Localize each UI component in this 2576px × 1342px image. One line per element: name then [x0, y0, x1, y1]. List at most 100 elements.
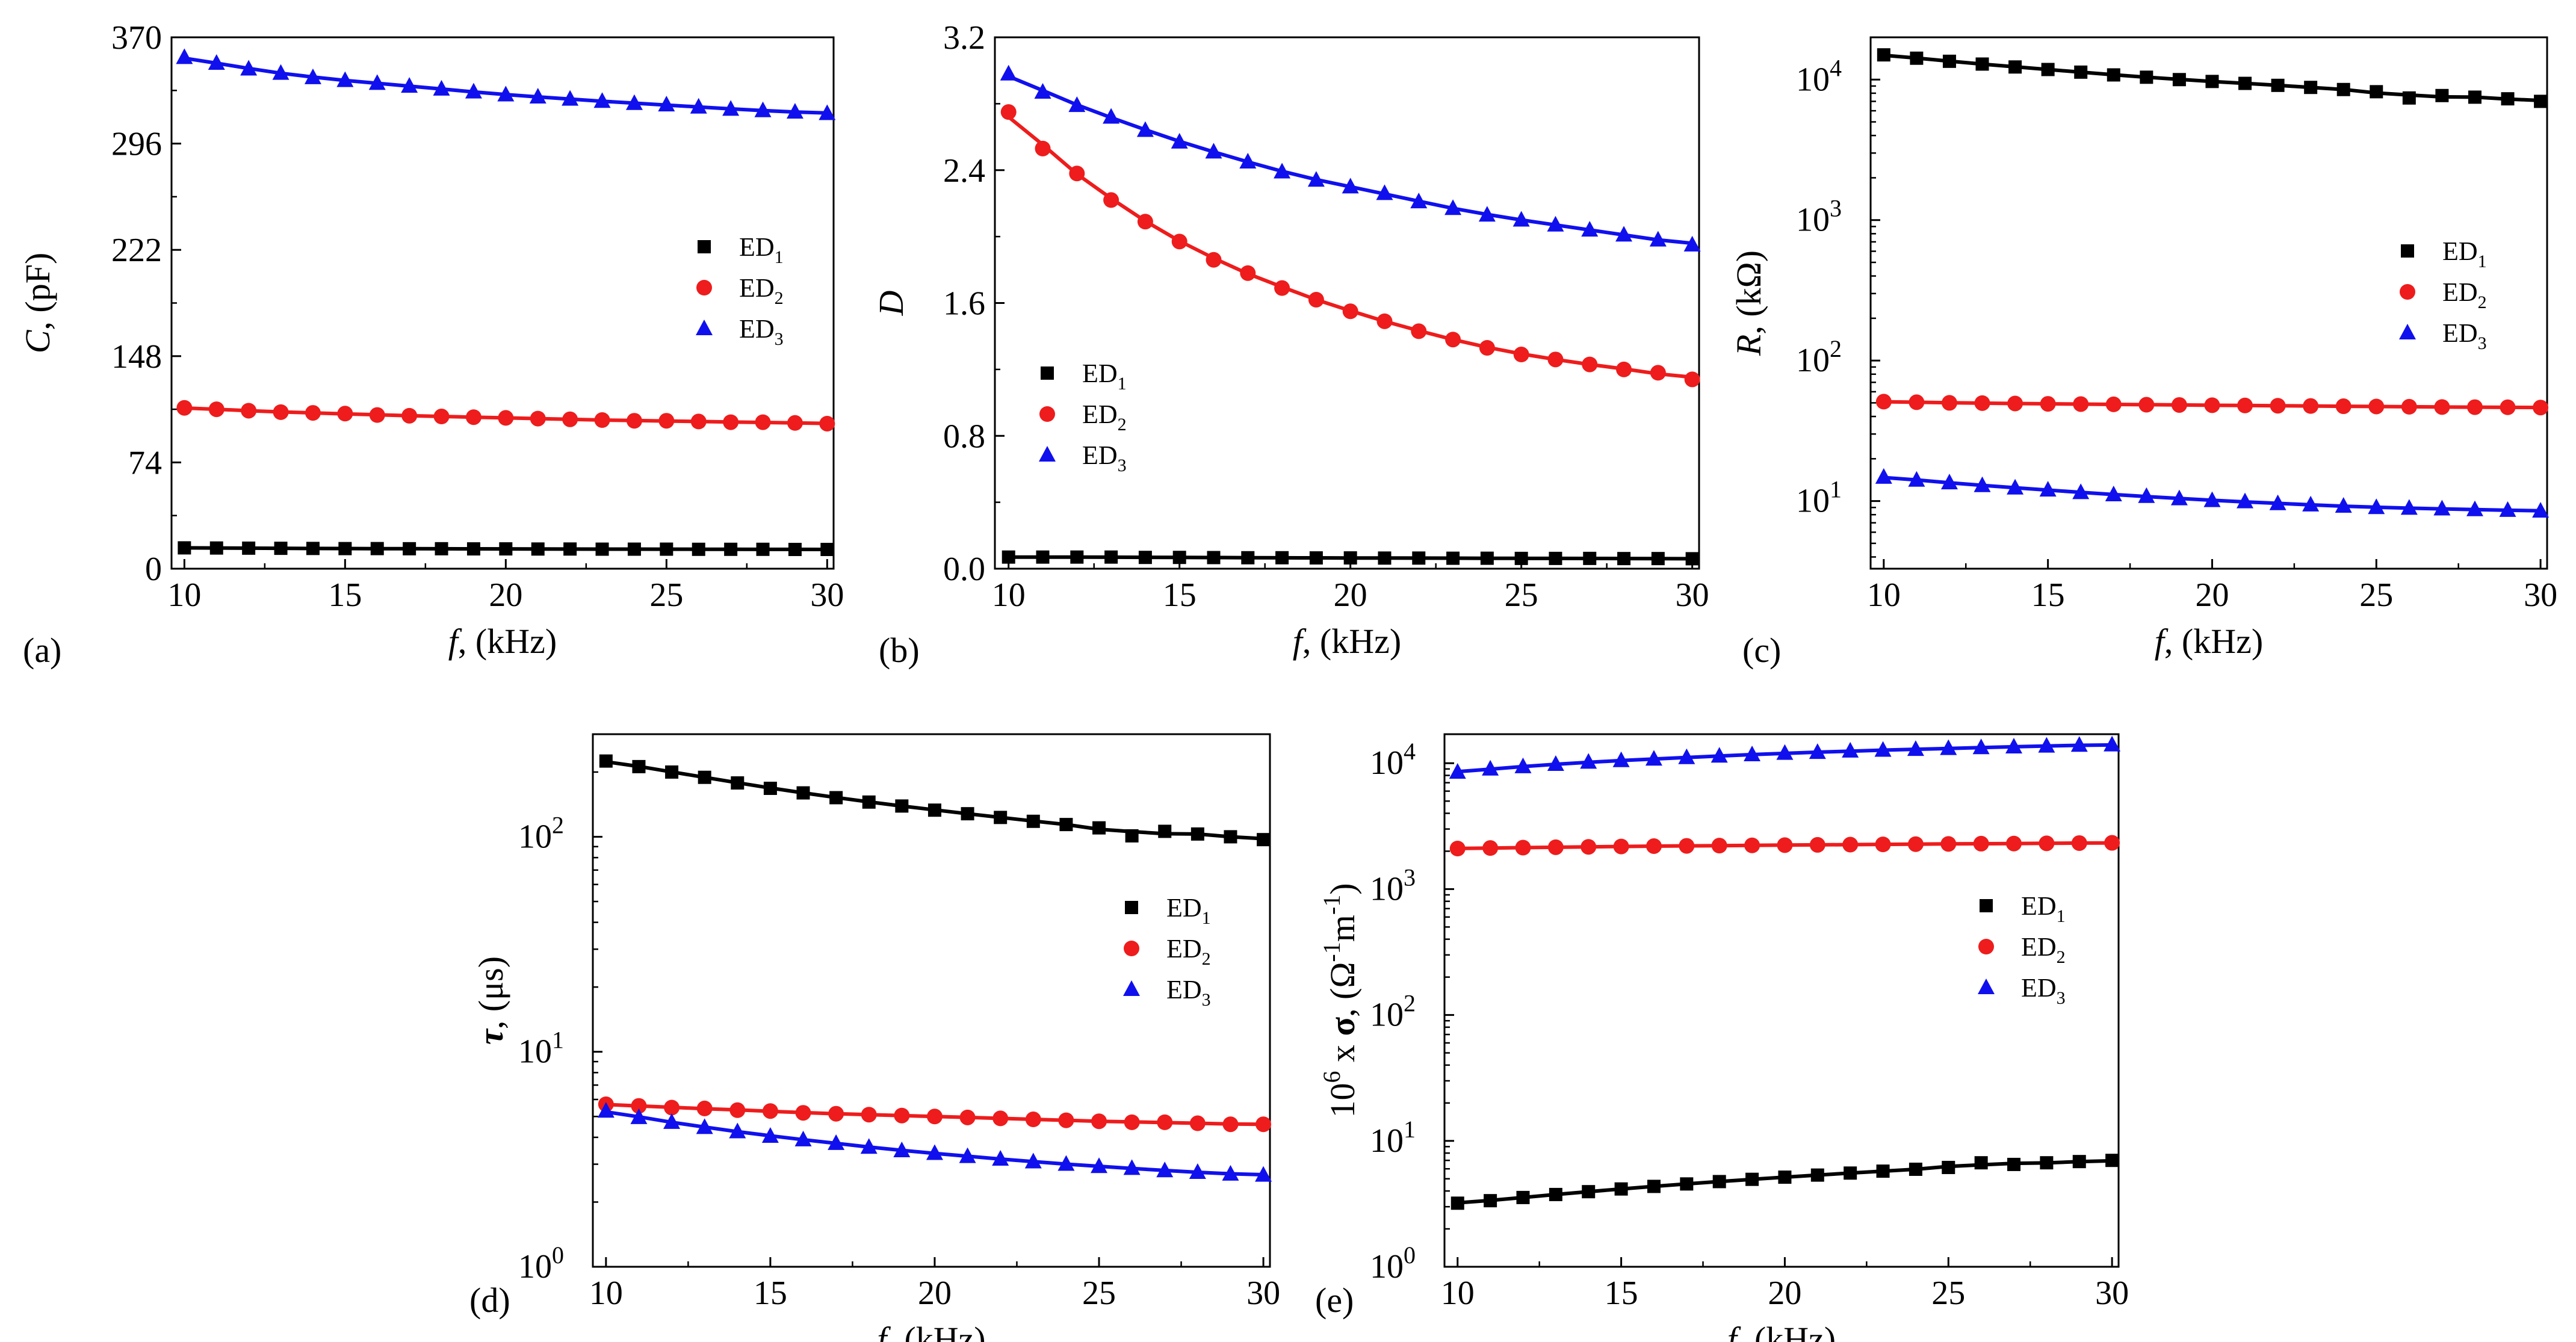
y-tick-label: 370 [111, 19, 162, 57]
data-point [1207, 551, 1221, 564]
data-point [2402, 91, 2416, 105]
data-point [1025, 1112, 1041, 1128]
data-point [1002, 550, 1015, 564]
legend-label: ED3 [1166, 975, 1211, 1010]
data-point [1484, 1194, 1497, 1208]
data-point [1778, 1170, 1792, 1184]
x-tick-label: 20 [918, 1275, 952, 1312]
data-point [894, 1107, 910, 1124]
y-tick-label: 0.8 [943, 418, 985, 455]
data-point [992, 1110, 1009, 1127]
x-tick-label: 25 [1505, 577, 1538, 614]
data-point [1036, 550, 1050, 564]
x-tick-label: 25 [2359, 577, 2393, 614]
data-point [729, 1122, 746, 1139]
legend: ED1 ED2 ED3 [1039, 359, 1127, 475]
data-point [1680, 1177, 1694, 1191]
data-point [1069, 165, 1085, 182]
data-point [1137, 214, 1153, 230]
data-point [1480, 551, 1494, 565]
legend-marker [2400, 284, 2415, 300]
data-point [723, 414, 739, 430]
panel-c: 10 15 20 25 30 101 102 103 104 f, (kHz) R, (kΩ) (c)… [1729, 36, 2557, 670]
data-point [368, 74, 386, 90]
legend-label: ED1 [2442, 237, 2487, 271]
legend-marker [696, 320, 713, 335]
series-ED1 [1002, 550, 1699, 566]
data-point [1035, 140, 1051, 156]
legend-marker [1980, 899, 1993, 912]
data-point [369, 407, 385, 423]
legend-label: ED2 [739, 273, 784, 308]
data-point [819, 104, 836, 120]
data-point [2270, 398, 2286, 414]
data-point [597, 1102, 615, 1118]
x-axis-label: f, (kHz) [1293, 622, 1401, 661]
data-point [1942, 54, 1956, 68]
y-tick-label: 2.4 [943, 152, 985, 190]
data-point [1000, 64, 1017, 81]
y-tick-label: 3.2 [943, 19, 985, 57]
legend-marker [696, 280, 712, 295]
data-point [1482, 840, 1499, 856]
data-point [1513, 347, 1529, 363]
y-tick-label: 0.0 [943, 551, 985, 588]
data-point [787, 415, 803, 431]
data-point [829, 791, 843, 805]
data-point [595, 542, 609, 556]
data-point [626, 413, 642, 429]
data-point [2005, 737, 2023, 753]
y-tick-label: 104 [1370, 738, 1416, 782]
data-point [2336, 82, 2350, 96]
data-point [1124, 1114, 1140, 1130]
panel-a: 10 15 20 25 30 0 74 148 222 296 370 f, (kHz) C, (pF)… [18, 19, 844, 670]
x-tick-label: 15 [328, 577, 362, 614]
series-ED3 [1000, 64, 1701, 252]
data-point [337, 406, 353, 422]
data-point [1275, 551, 1289, 564]
data-point [1446, 551, 1460, 565]
data-point [1206, 252, 1222, 268]
data-point [1378, 551, 1392, 565]
data-point [1581, 839, 1597, 855]
data-point [788, 543, 802, 557]
data-point [2105, 486, 2122, 502]
data-point [1171, 132, 1188, 149]
y-axis-label: τ, (μs) [471, 956, 510, 1045]
data-point [499, 542, 513, 556]
data-point [786, 103, 803, 119]
legend: ED1 ED2 ED3 [2399, 237, 2487, 353]
data-point [1376, 184, 1393, 200]
data-point [663, 1113, 681, 1129]
data-point [754, 101, 772, 117]
panel-label: (a) [23, 631, 61, 670]
data-point [1000, 104, 1017, 120]
data-point [1516, 1190, 1530, 1204]
data-point [959, 1147, 976, 1163]
x-tick-label: 10 [992, 577, 1026, 614]
data-point [1189, 1163, 1206, 1180]
x-tick-label: 10 [1867, 577, 1901, 614]
data-point [1512, 211, 1530, 227]
data-point [927, 803, 941, 817]
data-point [1240, 265, 1256, 281]
data-point [1547, 215, 1564, 232]
data-point [1842, 836, 1859, 853]
series-ED2 [1875, 394, 2549, 416]
data-point [1257, 833, 1271, 847]
data-point [1941, 395, 1957, 411]
data-point [241, 403, 257, 419]
data-point [1308, 291, 1324, 308]
data-point [178, 541, 191, 555]
legend: ED1 ED2 ED3 [1978, 891, 2066, 1008]
data-point [1909, 394, 1925, 410]
data-point [992, 1149, 1009, 1166]
data-point [2335, 497, 2352, 513]
series-ED3 [1449, 735, 2121, 779]
legend-label: ED3 [1082, 441, 1127, 475]
data-point [272, 64, 289, 80]
data-point [306, 542, 320, 555]
data-point [1776, 744, 1794, 760]
data-point [1222, 1164, 1239, 1181]
data-point [828, 1105, 844, 1122]
